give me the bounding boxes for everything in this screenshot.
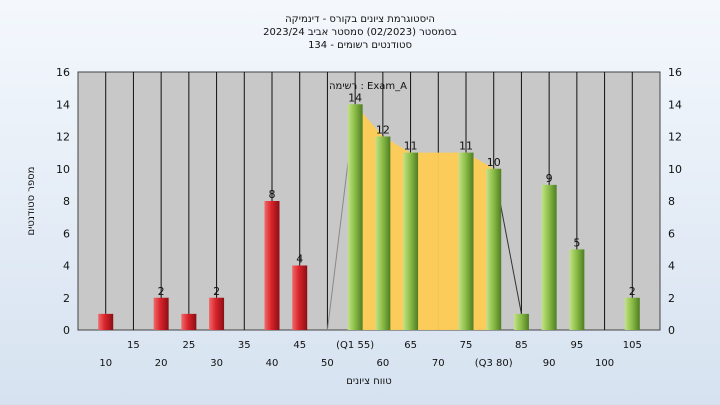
y-tick-label: 0 xyxy=(63,324,70,337)
title-line-3: סטודנטים רשומים - 134 xyxy=(308,40,412,51)
data-label: 11 xyxy=(459,140,473,153)
title-line-1: היסטוגרמת ציונים בקורס - דינמיקה xyxy=(285,14,435,25)
x-tick-label: 70 xyxy=(432,358,445,369)
x-tick-label: 100 xyxy=(595,358,614,369)
y-tick-label: 8 xyxy=(63,195,70,208)
data-label: 14 xyxy=(348,91,362,104)
x-tick-label: 15 xyxy=(127,340,140,351)
x-tick-label: 50 xyxy=(321,358,334,369)
y-tick-label: 14 xyxy=(56,98,70,111)
green-bar xyxy=(624,297,640,330)
y-tick-label: 0 xyxy=(668,324,675,337)
x-tick-label: (Q3 80) xyxy=(475,358,513,369)
green-bar xyxy=(569,249,585,330)
green-bar xyxy=(486,168,502,330)
y-tick-label: 4 xyxy=(63,260,70,273)
data-label: 8 xyxy=(269,188,276,201)
y-tick-label: 14 xyxy=(668,98,682,111)
y-ticks-left: 0 2 4 6 8 10 12 14 16 xyxy=(56,66,70,337)
y-tick-label: 6 xyxy=(668,227,675,240)
title-line-2: בסמסטר (02/2023) סמסטר אביב 2023/24 xyxy=(263,27,457,38)
x-tick-label: 60 xyxy=(376,358,389,369)
x-tick-label: (Q1 55) xyxy=(336,340,374,351)
chart-title: היסטוגרמת ציונים בקורס - דינמיקה בסמסטר … xyxy=(263,14,457,51)
x-tick-label: 40 xyxy=(266,358,279,369)
x-tick-label: 75 xyxy=(460,340,473,351)
green-bar xyxy=(403,152,419,330)
red-bar xyxy=(264,201,280,330)
red-bar xyxy=(98,313,114,330)
data-label: 4 xyxy=(296,253,303,266)
y-tick-label: 2 xyxy=(63,292,70,305)
x-tick-label: 20 xyxy=(155,358,168,369)
green-bar xyxy=(375,136,391,330)
data-label: 9 xyxy=(546,172,553,185)
x-tick-label: 90 xyxy=(543,358,556,369)
x-ticks: 15 25 35 45 (Q1 55) 65 75 85 95 105 10 20 30 40 50 60 70… xyxy=(99,340,641,369)
green-bar xyxy=(541,184,557,330)
y-tick-label: 6 xyxy=(63,227,70,240)
y-tick-label: 10 xyxy=(56,163,70,176)
y-tick-label: 4 xyxy=(668,260,675,273)
x-tick-label: 95 xyxy=(570,340,583,351)
x-tick-label: 30 xyxy=(210,358,223,369)
y-tick-label: 8 xyxy=(668,195,675,208)
y-ticks-right: 0 2 4 6 8 10 12 14 16 xyxy=(668,66,682,337)
data-label: 11 xyxy=(404,140,418,153)
green-bar xyxy=(513,313,529,330)
x-tick-label: 10 xyxy=(99,358,112,369)
y-axis-title: מספר סטודנטים xyxy=(26,167,37,236)
y-tick-label: 2 xyxy=(668,292,675,305)
red-bar xyxy=(153,297,169,330)
data-label: 10 xyxy=(487,156,501,169)
x-tick-label: 45 xyxy=(293,340,306,351)
data-label: 2 xyxy=(158,285,165,298)
x-tick-label: 35 xyxy=(238,340,251,351)
y-tick-label: 12 xyxy=(668,131,682,144)
x-tick-label: 25 xyxy=(182,340,195,351)
red-bar xyxy=(209,297,225,330)
y-tick-label: 16 xyxy=(668,66,682,79)
x-tick-label: 105 xyxy=(623,340,642,351)
x-tick-label: 65 xyxy=(404,340,417,351)
red-bar xyxy=(292,265,308,330)
x-axis-title: טווח ציונים xyxy=(346,376,391,387)
legend-label: רשימה : Exam_A xyxy=(329,81,407,92)
bars xyxy=(98,104,640,330)
y-tick-label: 12 xyxy=(56,131,70,144)
data-label: 2 xyxy=(629,285,636,298)
data-label: 12 xyxy=(376,124,390,137)
green-bar xyxy=(347,104,363,330)
x-tick-label: 85 xyxy=(515,340,528,351)
green-bar xyxy=(458,152,474,330)
red-bar xyxy=(181,313,197,330)
y-tick-label: 10 xyxy=(668,163,682,176)
data-labels: 2 2 8 4 14 12 11 11 10 9 5 2 xyxy=(158,91,636,298)
data-label: 5 xyxy=(573,236,580,249)
y-tick-label: 16 xyxy=(56,66,70,79)
data-label: 2 xyxy=(213,285,220,298)
